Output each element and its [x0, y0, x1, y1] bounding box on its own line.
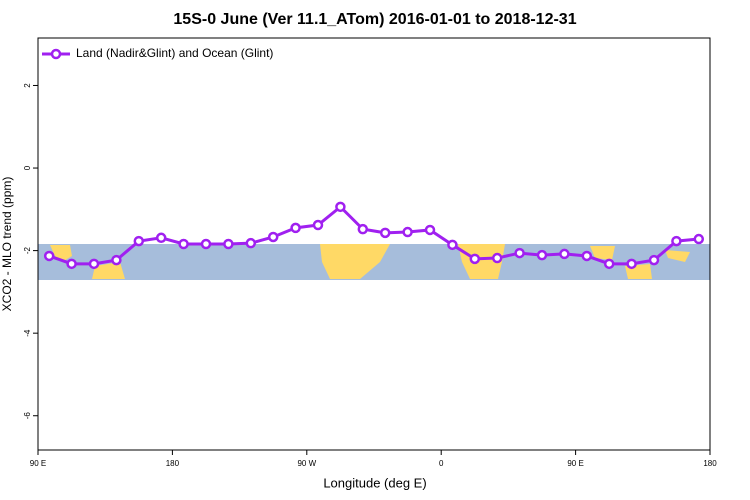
data-point — [335, 201, 346, 213]
data-point — [402, 226, 413, 238]
data-point — [693, 233, 705, 245]
data-point — [559, 248, 570, 260]
y-tick-label: 0 — [23, 165, 32, 170]
y-axis-label: XCO2 - MLO trend (ppm) — [0, 177, 14, 312]
data-point — [245, 237, 257, 249]
data-point — [603, 258, 615, 270]
x-tick-label: 90 E — [30, 459, 46, 468]
x-tick-label: 90 E — [567, 459, 583, 468]
data-point — [424, 224, 436, 236]
plot-frame — [37, 37, 711, 451]
y-tick-label: -6 — [23, 412, 32, 420]
y-tick-label: -2 — [23, 247, 32, 255]
data-point — [111, 254, 122, 266]
y-tick-label: 2 — [23, 83, 32, 88]
data-point — [267, 231, 279, 243]
data-point — [536, 249, 548, 261]
x-tick-label: 0 — [439, 459, 444, 468]
data-point — [491, 252, 503, 264]
data-point — [447, 239, 458, 251]
chart-title: 15S-0 June (Ver 11.1_ATom) 2016-01-01 to… — [173, 11, 576, 28]
x-axis-label: Longitude (deg E) — [323, 475, 426, 490]
data-point — [43, 250, 55, 262]
data-point — [66, 258, 77, 270]
data-point — [648, 254, 660, 266]
data-point — [178, 238, 189, 250]
x-tick-label: 180 — [166, 459, 180, 468]
data-point — [626, 258, 637, 270]
data-point — [133, 235, 145, 247]
x-tick-label: 180 — [703, 459, 717, 468]
x-tick-label: 90 W — [297, 459, 316, 468]
data-point — [514, 247, 525, 259]
legend-label: Land (Nadir&Glint) and Ocean (Glint) — [76, 46, 273, 60]
data-point — [312, 219, 324, 231]
data-point — [379, 227, 391, 239]
map-band — [38, 244, 710, 280]
data-point — [88, 258, 100, 270]
data-point — [155, 232, 167, 244]
data-point — [671, 235, 682, 247]
data-point — [200, 238, 212, 250]
data-point — [223, 238, 234, 250]
legend-marker — [50, 48, 62, 60]
y-tick-label: -4 — [23, 329, 32, 337]
data-point — [469, 253, 481, 265]
data-point — [357, 223, 369, 235]
data-point — [290, 222, 301, 234]
data-point — [581, 250, 593, 262]
